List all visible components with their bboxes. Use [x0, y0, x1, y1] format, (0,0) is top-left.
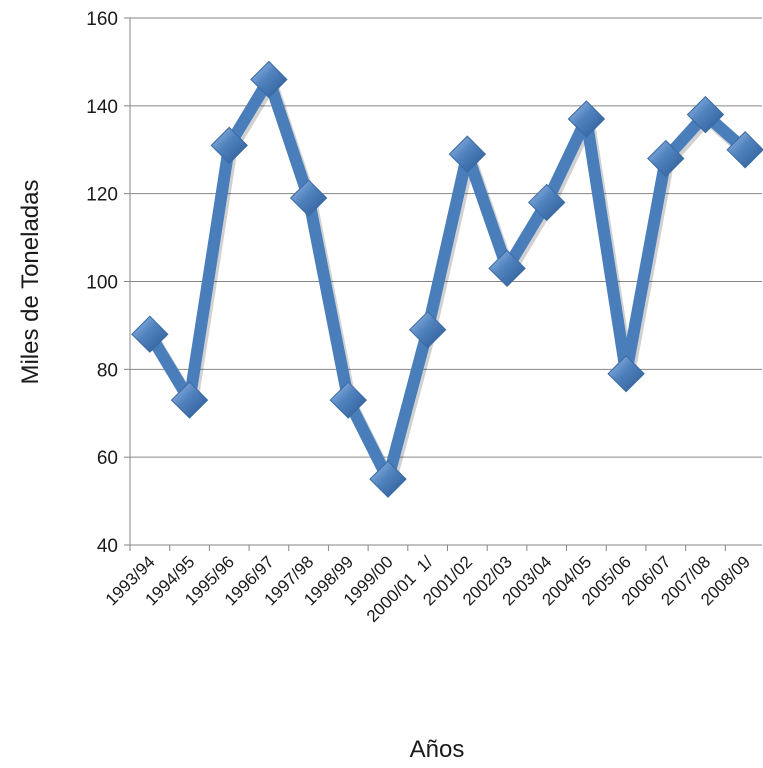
data-point-marker	[528, 183, 566, 222]
data-point-marker	[448, 135, 487, 173]
y-tick-label: 120	[86, 185, 118, 206]
data-point-marker	[567, 100, 606, 138]
y-tick-label: 80	[97, 360, 118, 381]
series-layer	[143, 73, 754, 489]
data-point-marker	[170, 381, 209, 419]
markers-layer	[131, 60, 763, 498]
data-point-marker	[488, 249, 526, 288]
y-tick-label: 60	[97, 448, 118, 469]
series-line	[143, 73, 752, 486]
gridlines	[130, 17, 762, 458]
data-point-marker	[210, 126, 248, 165]
y-tick-labels: 40 60 80 100 120 140 160	[86, 9, 118, 557]
x-axis-title: Años	[410, 736, 465, 763]
y-tick-label: 160	[86, 9, 118, 30]
data-point-marker	[329, 381, 367, 419]
data-point-marker	[408, 311, 447, 349]
data-point-marker	[726, 131, 763, 169]
data-point-marker	[369, 460, 407, 498]
axes	[124, 17, 762, 551]
y-axis-title: Miles de Toneladas	[17, 179, 44, 384]
data-point-marker	[686, 95, 725, 134]
y-tick-label: 100	[86, 273, 118, 294]
data-point-marker	[250, 60, 288, 99]
data-point-marker	[289, 179, 328, 217]
y-tick-label: 40	[97, 536, 118, 557]
data-point-marker	[647, 139, 685, 178]
x-tick-labels: 1993/941994/951995/961996/971997/981998/…	[102, 552, 754, 626]
data-point-marker	[607, 355, 645, 393]
y-tick-label: 140	[86, 97, 118, 118]
data-point-marker	[131, 315, 169, 353]
